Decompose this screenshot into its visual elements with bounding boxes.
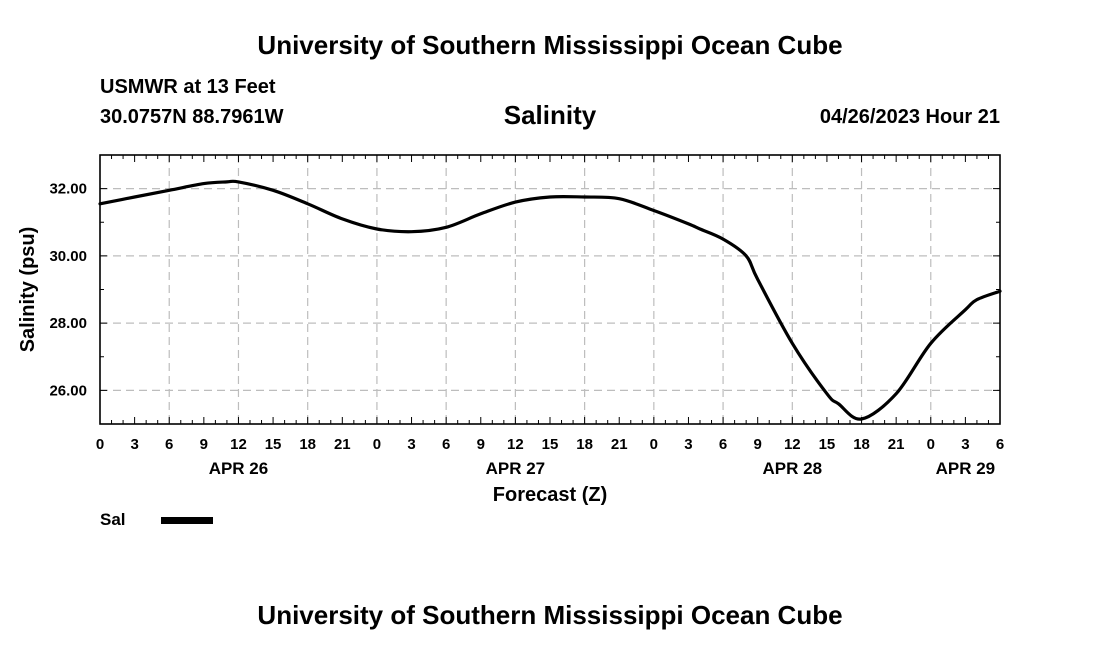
- series-layer: [98, 179, 1002, 421]
- grid-lines: [100, 155, 1000, 424]
- y-tick-label: 30.00: [49, 248, 87, 265]
- x-tick-label: 9: [754, 436, 762, 453]
- x-tick-label: 6: [165, 436, 173, 453]
- series-line-salinity: [98, 179, 1002, 421]
- page-title: University of Southern Mississippi Ocean…: [257, 30, 843, 60]
- x-tick-label: 12: [507, 436, 524, 453]
- x-tick-label: 18: [299, 436, 316, 453]
- x-tick-label: 15: [265, 436, 282, 453]
- x-tick-label: 3: [684, 436, 692, 453]
- x-tick-label: 0: [650, 436, 658, 453]
- x-tick-label: 3: [407, 436, 415, 453]
- x-tick-label: 0: [927, 436, 935, 453]
- y-tick-label: 32.00: [49, 181, 87, 198]
- x-axis-label: Forecast (Z): [493, 484, 607, 506]
- x-tick-label: 21: [611, 436, 628, 453]
- x-tick-label: 12: [230, 436, 247, 453]
- footer-title: University of Southern Mississippi Ocean…: [257, 600, 843, 630]
- date-label: APR 29: [936, 459, 996, 478]
- date-label: APR 28: [763, 459, 823, 478]
- x-tick-label: 6: [442, 436, 450, 453]
- x-tick-label: 3: [130, 436, 138, 453]
- date-label: APR 27: [486, 459, 546, 478]
- station-label: USMWR at 13 Feet: [100, 76, 276, 98]
- y-axis-label: Salinity (psu): [17, 227, 39, 353]
- x-tick-label: 9: [477, 436, 485, 453]
- x-tick-label: 18: [576, 436, 593, 453]
- x-tick-label: 3: [961, 436, 969, 453]
- station-coordinates: 30.0757N 88.7961W: [100, 106, 284, 128]
- x-tick-label: 18: [853, 436, 870, 453]
- x-tick-label: 0: [96, 436, 104, 453]
- x-tick-label: 6: [719, 436, 727, 453]
- x-tick-label: 9: [200, 436, 208, 453]
- x-tick-label: 21: [334, 436, 351, 453]
- x-tick-label: 15: [542, 436, 559, 453]
- axis-labels: 0 3 6 9 12 15 18 21 0 3 6 9 12 15 18 21 0 3 6 9 12 15 18 21 0 3 6A…: [49, 181, 1004, 478]
- y-tick-label: 28.00: [49, 315, 87, 332]
- plot-frame: [99, 154, 1001, 425]
- x-tick-label: 0: [373, 436, 381, 453]
- forecast-timestamp: 04/26/2023 Hour 21: [819, 106, 1000, 128]
- x-tick-label: 21: [888, 436, 905, 453]
- y-tick-label: 26.00: [49, 382, 87, 399]
- date-label: APR 26: [209, 459, 269, 478]
- legend-swatch: [161, 517, 213, 524]
- x-tick-label: 6: [996, 436, 1004, 453]
- salinity-chart: 0 3 6 9 12 15 18 21 0 3 6 9 12 15 18 21 0 3 6 9 12 15 18 21 0 3 6A…: [17, 154, 1004, 506]
- chart-title: Salinity: [503, 100, 597, 130]
- axis-ticks: [99, 154, 1001, 425]
- x-tick-label: 12: [784, 436, 801, 453]
- legend-label: Sal: [100, 510, 126, 529]
- x-tick-label: 15: [819, 436, 836, 453]
